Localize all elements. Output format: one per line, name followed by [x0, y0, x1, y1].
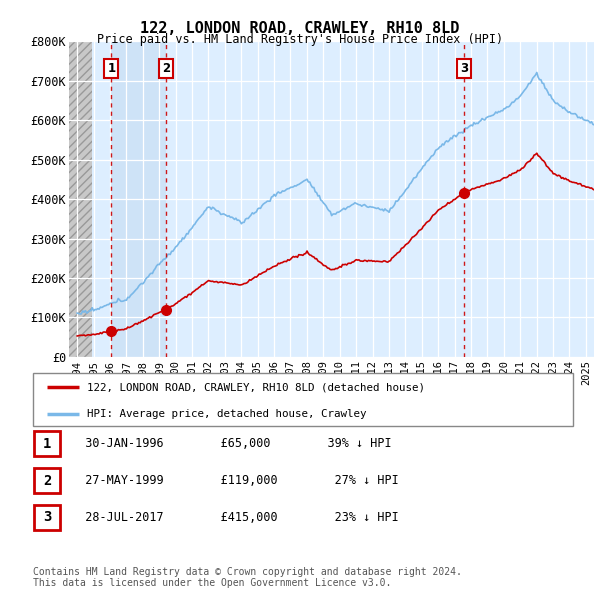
FancyBboxPatch shape: [34, 504, 61, 530]
FancyBboxPatch shape: [34, 468, 61, 493]
FancyBboxPatch shape: [33, 373, 573, 426]
Bar: [112, 41, 166, 357]
Text: 3: 3: [43, 510, 52, 524]
Text: 1: 1: [107, 63, 115, 76]
Text: 2: 2: [43, 474, 52, 487]
Text: 122, LONDON ROAD, CRAWLEY, RH10 8LD: 122, LONDON ROAD, CRAWLEY, RH10 8LD: [140, 21, 460, 35]
Text: Price paid vs. HM Land Registry's House Price Index (HPI): Price paid vs. HM Land Registry's House …: [97, 33, 503, 46]
Text: HPI: Average price, detached house, Crawley: HPI: Average price, detached house, Craw…: [87, 409, 367, 419]
Text: 2: 2: [162, 63, 170, 76]
Text: 27-MAY-1999        £119,000        27% ↓ HPI: 27-MAY-1999 £119,000 27% ↓ HPI: [71, 474, 398, 487]
Bar: [69, 41, 92, 357]
Text: 1: 1: [43, 437, 52, 451]
Text: 3: 3: [460, 63, 468, 76]
FancyBboxPatch shape: [34, 431, 61, 457]
Text: 30-JAN-1996        £65,000        39% ↓ HPI: 30-JAN-1996 £65,000 39% ↓ HPI: [71, 437, 391, 451]
Text: 28-JUL-2017        £415,000        23% ↓ HPI: 28-JUL-2017 £415,000 23% ↓ HPI: [71, 510, 398, 524]
Text: Contains HM Land Registry data © Crown copyright and database right 2024.
This d: Contains HM Land Registry data © Crown c…: [33, 566, 462, 588]
Text: 122, LONDON ROAD, CRAWLEY, RH10 8LD (detached house): 122, LONDON ROAD, CRAWLEY, RH10 8LD (det…: [87, 382, 425, 392]
